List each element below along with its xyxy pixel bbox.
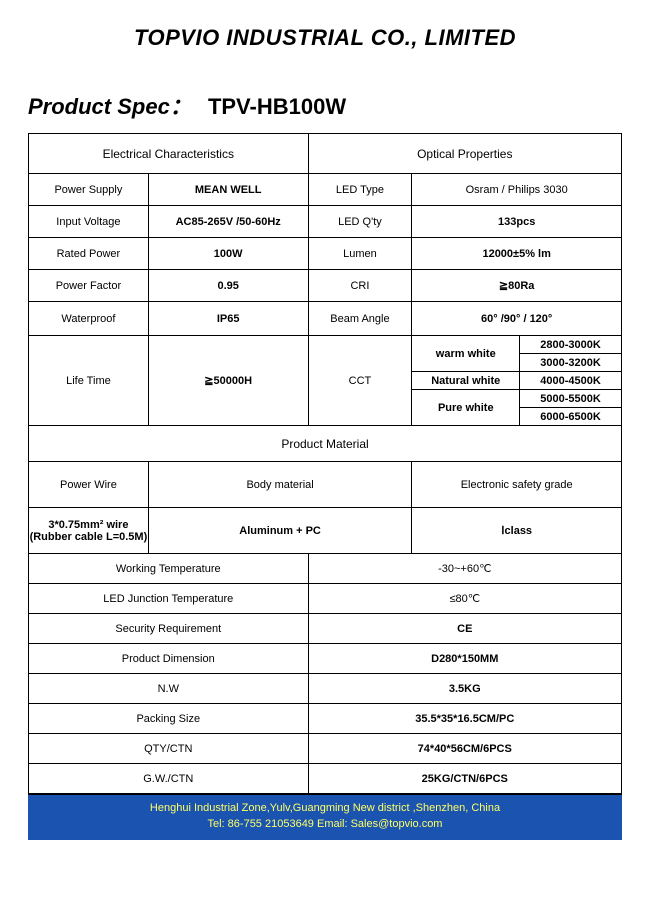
power-factor-label: Power Factor: [29, 270, 149, 302]
cct-label: CCT: [308, 336, 412, 426]
gw-ctn-label: G.W./CTN: [29, 764, 309, 794]
footer: Henghui Industrial Zone,Yulv,Guangming N…: [28, 794, 622, 840]
working-temp-value: -30~+60℃: [308, 554, 621, 584]
beam-angle-value: 60° /90° / 120°: [412, 302, 622, 336]
power-supply-value: MEAN WELL: [148, 174, 308, 206]
lumen-value: 12000±5% lm: [412, 238, 622, 270]
nw-value: 3.5KG: [308, 674, 621, 704]
life-time-value: ≧50000H: [148, 336, 308, 426]
junction-temp-value: ≤80℃: [308, 584, 621, 614]
cri-label: CRI: [308, 270, 412, 302]
nw-label: N.W: [29, 674, 309, 704]
cct-k3: 4000-4500K: [520, 372, 622, 390]
header-optical: Optical Properties: [308, 134, 621, 174]
beam-angle-label: Beam Angle: [308, 302, 412, 336]
input-voltage-label: Input Voltage: [29, 206, 149, 238]
cct-warm-white: warm white: [412, 336, 520, 372]
cct-k4: 5000-5500K: [520, 390, 622, 408]
qty-ctn-value: 74*40*56CM/6PCS: [308, 734, 621, 764]
header-electrical: Electrical Characteristics: [29, 134, 309, 174]
security-req-label: Security Requirement: [29, 614, 309, 644]
working-temp-label: Working Temperature: [29, 554, 309, 584]
led-qty-label: LED Q'ty: [308, 206, 412, 238]
led-qty-value: 133pcs: [412, 206, 622, 238]
input-voltage-value: AC85-265V /50-60Hz: [148, 206, 308, 238]
cct-k1: 2800-3000K: [520, 336, 622, 354]
led-type-value: Osram / Philips 3030: [412, 174, 622, 206]
qty-ctn-label: QTY/CTN: [29, 734, 309, 764]
rated-power-label: Rated Power: [29, 238, 149, 270]
power-wire-label: Power Wire: [29, 462, 149, 508]
led-type-label: LED Type: [308, 174, 412, 206]
rated-power-value: 100W: [148, 238, 308, 270]
gw-ctn-value: 25KG/CTN/6PCS: [308, 764, 621, 794]
product-dim-label: Product Dimension: [29, 644, 309, 674]
footer-address: Henghui Industrial Zone,Yulv,Guangming N…: [28, 801, 622, 817]
cct-k2: 3000-3200K: [520, 354, 622, 372]
spec-title: Product Spec： TPV-HB100W: [0, 51, 650, 133]
cct-k5: 6000-6500K: [520, 408, 622, 426]
cri-value: ≧80Ra: [412, 270, 622, 302]
waterproof-label: Waterproof: [29, 302, 149, 336]
header-material: Product Material: [29, 426, 622, 462]
power-factor-value: 0.95: [148, 270, 308, 302]
waterproof-value: IP65: [148, 302, 308, 336]
safety-grade-label: Electronic safety grade: [412, 462, 622, 508]
spec-label: Product Spec：: [28, 94, 192, 119]
packing-size-label: Packing Size: [29, 704, 309, 734]
body-material-value: Aluminum + PC: [148, 508, 412, 554]
safety-grade-value: Ⅰclass: [412, 508, 622, 554]
company-title: TOPVIO INDUSTRIAL CO., LIMITED: [0, 0, 650, 51]
model-number: TPV-HB100W: [198, 94, 346, 119]
cct-natural-white: Natural white: [412, 372, 520, 390]
lumen-label: Lumen: [308, 238, 412, 270]
body-material-label: Body material: [148, 462, 412, 508]
product-dim-value: D280*150MM: [308, 644, 621, 674]
security-req-value: CE: [308, 614, 621, 644]
power-supply-label: Power Supply: [29, 174, 149, 206]
life-time-label: Life Time: [29, 336, 149, 426]
spec-table: Electrical Characteristics Optical Prope…: [28, 133, 622, 794]
footer-contact: Tel: 86-755 21053649 Email: Sales@topvio…: [28, 817, 622, 833]
cct-pure-white: Pure white: [412, 390, 520, 426]
packing-size-value: 35.5*35*16.5CM/PC: [308, 704, 621, 734]
power-wire-value: 3*0.75mm² wire (Rubber cable L=0.5M): [29, 508, 149, 554]
junction-temp-label: LED Junction Temperature: [29, 584, 309, 614]
